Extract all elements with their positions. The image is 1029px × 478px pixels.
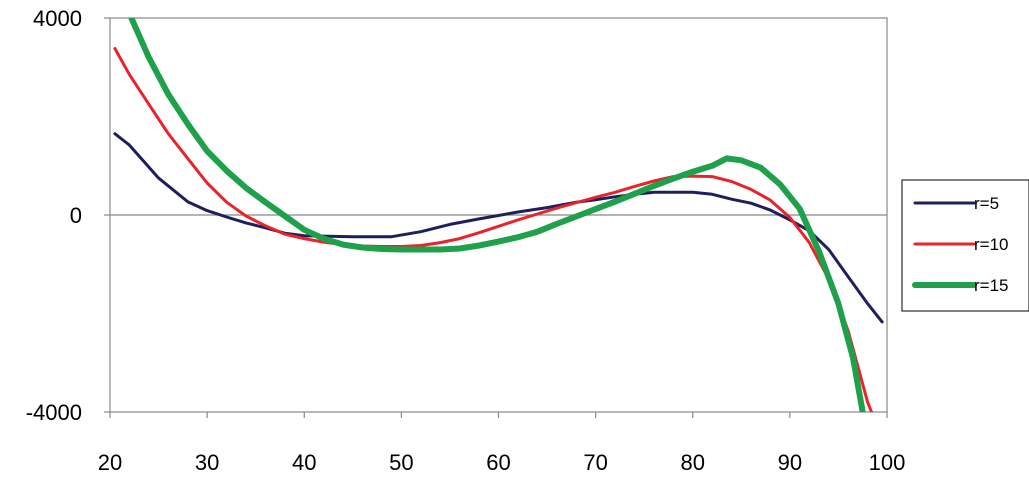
x-tick-label: 80 <box>681 450 705 475</box>
legend: r=5 r=10 r=15 <box>901 179 1029 312</box>
x-tick-label: 70 <box>583 450 607 475</box>
x-axis: 20 30 40 50 60 70 80 90 100 <box>98 412 906 475</box>
series-line-r10 <box>113 47 873 412</box>
legend-label: r=10 <box>974 235 1009 254</box>
x-tick-label: 90 <box>778 450 802 475</box>
x-tick-label: 20 <box>98 450 122 475</box>
x-tick-label: 60 <box>486 450 510 475</box>
x-tick-label: 100 <box>869 450 906 475</box>
series-lines <box>113 18 884 412</box>
legend-label: r=15 <box>974 276 1009 295</box>
x-tick-label: 50 <box>389 450 413 475</box>
y-tick-label: 4000 <box>33 6 82 31</box>
x-tick-label: 30 <box>195 450 219 475</box>
series-line-r5 <box>113 132 884 324</box>
x-tick-label: 40 <box>292 450 316 475</box>
legend-label: r=5 <box>974 194 999 213</box>
y-tick-label: 0 <box>70 203 82 228</box>
y-axis: 4000 0 -4000 <box>26 6 110 425</box>
y-tick-label: -4000 <box>26 400 82 425</box>
series-line-r15 <box>128 18 866 412</box>
